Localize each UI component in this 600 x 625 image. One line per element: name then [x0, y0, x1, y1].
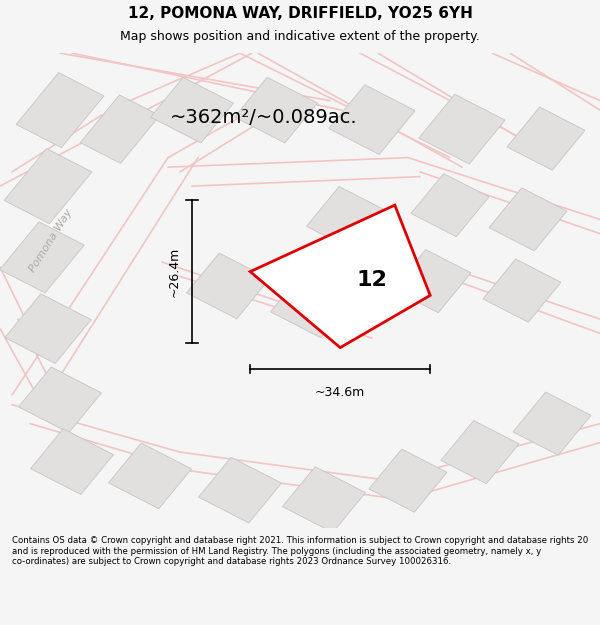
- Polygon shape: [0, 222, 84, 293]
- Polygon shape: [419, 94, 505, 164]
- Polygon shape: [271, 272, 353, 338]
- Polygon shape: [235, 78, 317, 143]
- Polygon shape: [483, 259, 561, 322]
- Polygon shape: [16, 72, 104, 148]
- Polygon shape: [199, 458, 281, 523]
- Text: Pomona Way: Pomona Way: [28, 208, 74, 274]
- Polygon shape: [329, 85, 415, 154]
- Polygon shape: [187, 253, 269, 319]
- Polygon shape: [411, 174, 489, 237]
- Polygon shape: [369, 449, 447, 512]
- Polygon shape: [4, 149, 92, 224]
- Polygon shape: [489, 188, 567, 251]
- Text: Map shows position and indicative extent of the property.: Map shows position and indicative extent…: [120, 30, 480, 43]
- Polygon shape: [393, 249, 471, 312]
- Polygon shape: [507, 107, 585, 170]
- Polygon shape: [109, 443, 191, 509]
- Polygon shape: [80, 95, 160, 163]
- Text: Contains OS data © Crown copyright and database right 2021. This information is : Contains OS data © Crown copyright and d…: [12, 536, 599, 566]
- Text: ~362m²/~0.089ac.: ~362m²/~0.089ac.: [170, 107, 358, 127]
- Polygon shape: [250, 205, 430, 348]
- Polygon shape: [441, 421, 519, 484]
- Text: ~26.4m: ~26.4m: [167, 246, 181, 297]
- Polygon shape: [31, 429, 113, 494]
- Polygon shape: [307, 186, 389, 253]
- Polygon shape: [19, 367, 101, 432]
- Polygon shape: [283, 467, 365, 532]
- Text: ~34.6m: ~34.6m: [315, 386, 365, 399]
- Text: 12, POMONA WAY, DRIFFIELD, YO25 6YH: 12, POMONA WAY, DRIFFIELD, YO25 6YH: [128, 6, 472, 21]
- Polygon shape: [513, 392, 591, 455]
- Text: 12: 12: [356, 270, 387, 290]
- Polygon shape: [5, 294, 91, 364]
- Polygon shape: [151, 78, 233, 143]
